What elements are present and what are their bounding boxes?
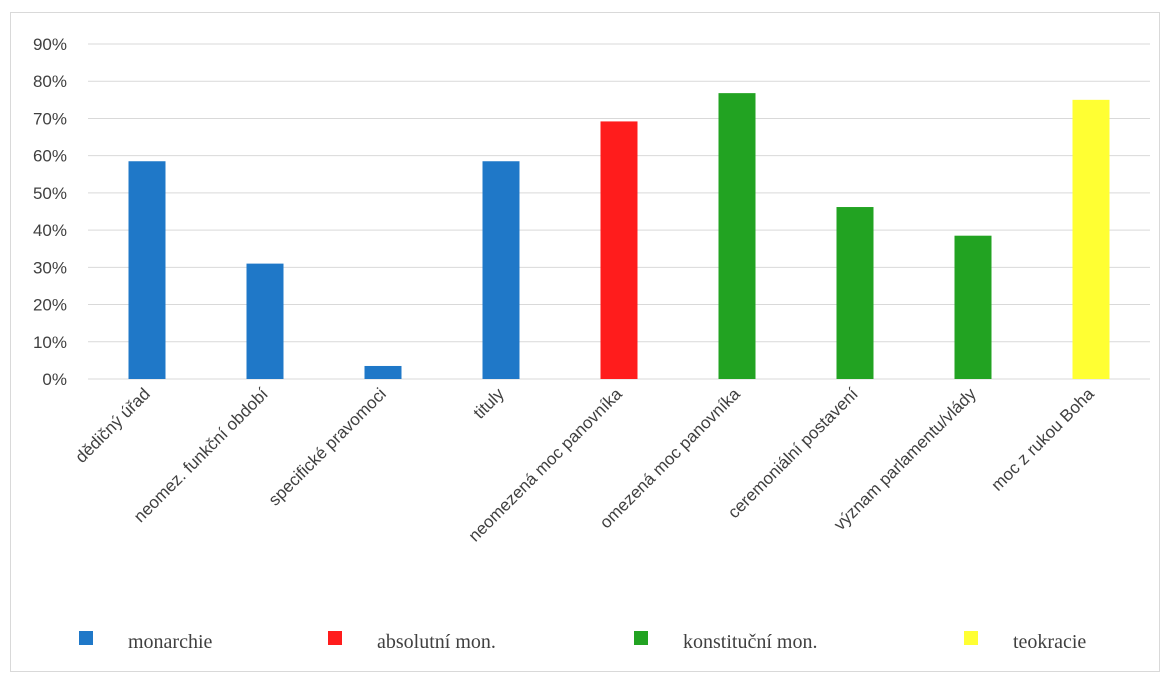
y-tick-label: 20% [33,296,67,315]
legend: monarchie absolutní mon. konstituční mon. t… [79,631,1086,653]
x-category-label: moc z rukou Boha [988,384,1099,495]
x-category-label: ceremoniální postavení [724,384,862,522]
x-category-label: tituly [470,384,509,423]
bar [718,93,756,379]
x-category-label: neomez. funkční období [130,384,272,526]
y-tick-label: 70% [33,109,67,128]
legend-swatch [634,631,648,645]
y-tick-label: 90% [33,35,67,54]
legend-swatch [328,631,342,645]
legend-item: absolutní mon. [328,631,496,653]
legend-item: konstituční mon. [634,631,817,653]
legend-label: monarchie [128,631,213,653]
bar [600,121,638,379]
y-tick-label: 80% [33,72,67,91]
bar [128,161,166,379]
legend-swatch [79,631,93,645]
bar [482,161,520,379]
y-tick-label: 30% [33,258,67,277]
bar [246,263,284,379]
y-tick-label: 0% [42,370,67,389]
legend-item: monarchie [79,631,213,653]
y-tick-label: 50% [33,184,67,203]
legend-label: absolutní mon. [377,631,496,653]
bar [836,207,874,379]
x-category-label: omezená moc panovníka [596,384,744,532]
x-category-label: specifické pravomoci [265,384,390,509]
legend-label: teokracie [1013,631,1086,653]
legend-item: teokracie [964,631,1086,653]
y-tick-label: 40% [33,221,67,240]
y-tick-label: 60% [33,147,67,166]
y-axis-tick-labels: 0% 10% 20% 30% 40% 50% 60% 70% 80% 90% [33,35,67,389]
bar [954,235,992,379]
x-category-label: dědičný úřad [72,384,154,466]
y-tick-label: 10% [33,333,67,352]
bar [364,365,402,379]
legend-swatch [964,631,978,645]
bar [1072,99,1110,379]
bars [128,93,1110,379]
legend-label: konstituční mon. [683,631,817,653]
